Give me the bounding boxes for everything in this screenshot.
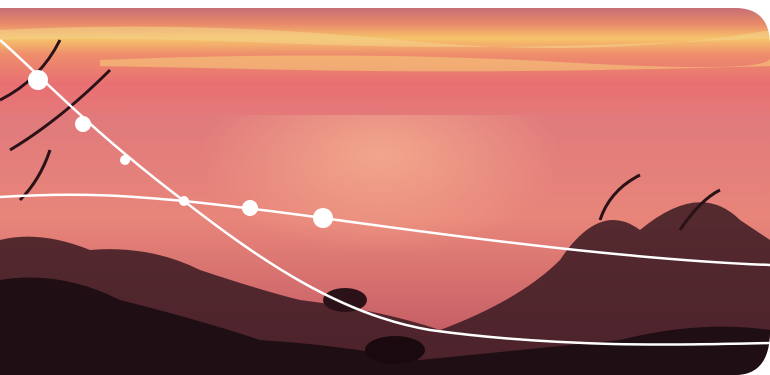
dot — [313, 208, 333, 228]
curve — [0, 39, 770, 346]
rock — [323, 288, 367, 312]
cloud-band — [0, 26, 770, 48]
foreground-rocks — [0, 277, 770, 375]
dot — [242, 200, 258, 216]
dot — [75, 116, 91, 132]
cloud-band — [100, 55, 770, 72]
dot — [28, 70, 48, 90]
rock — [365, 336, 425, 364]
dot — [179, 196, 189, 206]
sun-reflection — [200, 115, 560, 315]
dot — [120, 155, 130, 165]
